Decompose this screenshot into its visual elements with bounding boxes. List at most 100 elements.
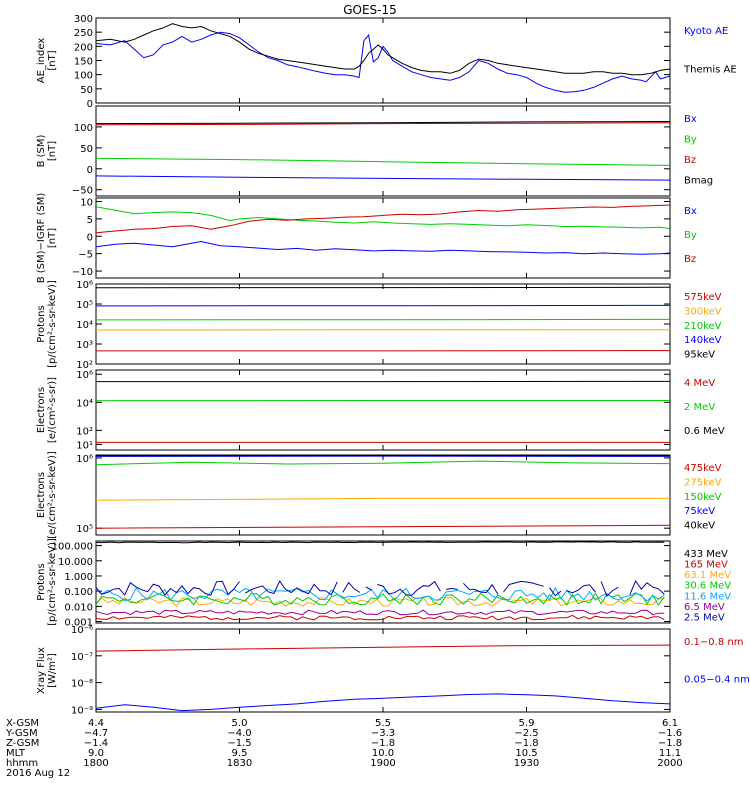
legend-entry: 75keV [684, 506, 715, 517]
series-line-themis-ae [96, 24, 670, 75]
legend-entry: 2 MeV [684, 402, 715, 413]
y-axis-label: Protons [36, 305, 47, 342]
y-tick-label: 50 [80, 144, 93, 155]
y-tick-label: 10⁶ [76, 454, 93, 465]
series-line-kyoto-ae [96, 32, 670, 92]
y-axis-label: Electrons [36, 472, 47, 518]
y-tick-label: 10¹ [76, 440, 93, 451]
series-line-0-1-0-8-nm [96, 645, 670, 651]
y-axis-label: AE_index [36, 38, 47, 84]
y-tick-label: 10⁵ [76, 300, 93, 311]
y-tick-label: 0 [87, 99, 93, 110]
y-axis-label: B (SM) [36, 134, 47, 167]
y-tick-label: 10 [80, 197, 93, 208]
y-tick-label: 10⁴ [76, 398, 93, 409]
legend-entry: 150keV [684, 492, 722, 503]
y-tick-label: 10⁵ [76, 524, 93, 535]
y-tick-label: 100 [74, 71, 93, 82]
y-tick-label: 0 [87, 165, 93, 176]
legend-entry: 210keV [684, 321, 722, 332]
legend-entry: Bz [684, 254, 696, 265]
panel-frame [96, 106, 670, 196]
legend-entry: Themis AE [683, 65, 737, 76]
legend-entry: 0.05−0.4 nm [684, 675, 750, 686]
legend-entry: 140keV [684, 335, 722, 346]
y-tick-label: 300 [74, 14, 93, 25]
series-line-210kev [96, 319, 670, 320]
y-tick-label: −10 [72, 267, 93, 278]
y-axis-label: [nT] [47, 141, 58, 161]
y-axis-label: Protons [36, 563, 47, 600]
y-tick-label: 200 [74, 42, 93, 53]
legend-entry: 2.5 MeV [684, 612, 725, 623]
y-tick-label: −50 [72, 186, 93, 197]
series-line-bx [96, 176, 670, 180]
x-tick-value: 1900 [370, 758, 395, 769]
y-tick-label: 10⁻⁶ [71, 625, 93, 636]
series-line-by [96, 158, 670, 165]
y-tick-label: 10.000 [58, 557, 93, 568]
panel-protons_low: 10²10³10⁴10⁵10⁶Protons[p/(cm²-s-sr-keV)]… [36, 280, 722, 371]
y-tick-label: 0.100 [64, 587, 93, 598]
x-tick-value: 1930 [514, 758, 539, 769]
y-tick-label: 10⁴ [76, 320, 93, 331]
panel-electrons_kev: 10⁵ 10⁶ Electrons[e/(cm²-s-sr-keV)] 475keV 2… [36, 451, 722, 539]
legend-entry: 300keV [684, 306, 722, 317]
legend-entry: 95keV [684, 350, 715, 361]
legend-entry: 11.6 MeV [684, 591, 731, 602]
y-tick-label: 150 [74, 57, 93, 68]
series-line-by [96, 207, 670, 229]
panel-frame [96, 284, 670, 364]
y-tick-label: 10⁻⁸ [71, 679, 93, 690]
legend-entry: 40keV [684, 521, 715, 532]
legend-entry: Bx [684, 114, 697, 125]
y-axis-label: [p/(cm²-s-sr-keV)] [47, 280, 58, 368]
y-tick-label: 50 [80, 85, 93, 96]
y-axis-label: [e/(cm²-s-sr-keV)] [47, 451, 58, 539]
legend-entry: 63.1 MeV [684, 570, 731, 581]
legend-entry: 6.5 MeV [684, 602, 725, 613]
legend-entry: 275keV [684, 477, 722, 488]
legend-entry: 475keV [684, 463, 722, 474]
y-tick-label: 10⁻⁷ [71, 652, 93, 663]
x-tick-value: 1830 [227, 758, 252, 769]
y-tick-label: 10³ [76, 340, 93, 351]
series-line-165-mev [96, 615, 664, 620]
series-line-bx [96, 242, 670, 255]
series-line-433-mev [96, 542, 664, 543]
x-tick-value: 1800 [83, 758, 108, 769]
legend-entry: By [684, 230, 697, 241]
y-axis-label: [p/(cm²-s-sr-keV)] [47, 538, 58, 626]
legend-entry: 575keV [684, 292, 722, 303]
series-line-6-5-mev [96, 610, 664, 615]
y-axis-label: [nT] [47, 228, 58, 248]
y-tick-label: 10⁶ [76, 280, 93, 291]
y-axis-label: [e/(cm²-s-sr)] [47, 377, 58, 443]
panel-protons_high: 0.0010.0100.1001.00010.000100.000Protons… [36, 538, 731, 628]
x-row-label: 2016 Aug 12 [6, 768, 70, 779]
legend-entry: 165 MeV [684, 560, 728, 571]
panel-frame [96, 629, 670, 712]
series-line-63-1-mev [96, 598, 664, 607]
x-tick-value: 2000 [657, 758, 682, 769]
series-line-bz [96, 205, 670, 233]
y-tick-label: 10² [76, 426, 93, 437]
legend-entry: Kyoto AE [684, 26, 728, 37]
panel-frame [96, 198, 670, 278]
y-axis-label: Electrons [36, 387, 47, 433]
legend-entry: Bmag [684, 176, 713, 187]
legend-entry: Bx [684, 206, 697, 217]
y-tick-label: 5 [87, 215, 93, 226]
series-line-275kev [96, 498, 670, 500]
legend-entry: 0.1−0.8 nm [684, 637, 743, 648]
legend-entry: 0.6 MeV [684, 426, 725, 437]
y-tick-label: 1.000 [64, 572, 93, 583]
y-axis-label: Xray Flux [36, 647, 47, 694]
y-tick-label: 100 [74, 123, 93, 134]
